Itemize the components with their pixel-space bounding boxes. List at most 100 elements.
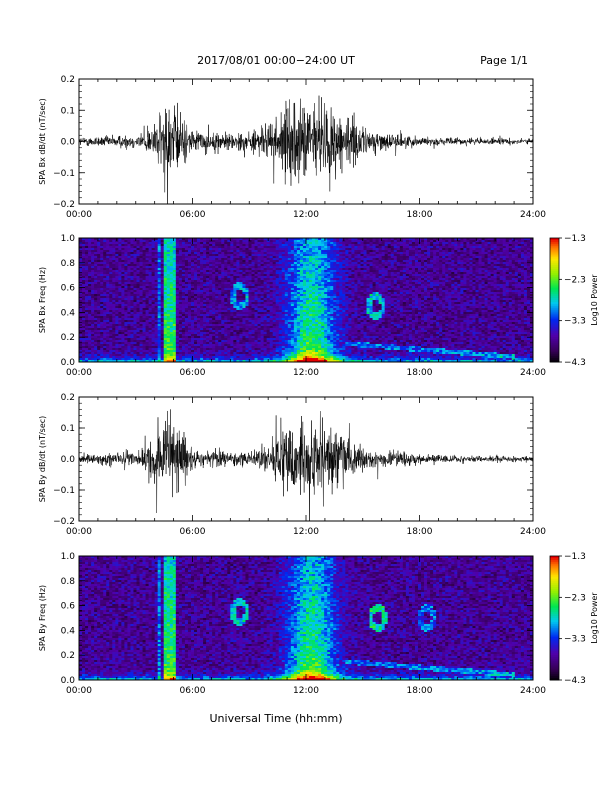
heatmap-cell xyxy=(109,354,113,357)
heatmap-cell xyxy=(106,322,110,325)
heatmap-cell xyxy=(166,354,171,357)
heatmap-cell xyxy=(148,268,153,271)
heatmap-cell xyxy=(133,338,137,341)
heatmap-cell xyxy=(100,296,104,299)
heatmap-cell xyxy=(124,318,128,321)
heatmap-cell xyxy=(130,262,134,265)
heatmap-cell xyxy=(154,246,159,249)
heatmap-cell xyxy=(124,348,128,351)
heatmap-cell xyxy=(157,266,162,269)
heatmap-cell xyxy=(157,354,162,357)
heatmap-cell xyxy=(118,316,122,319)
heatmap-cell xyxy=(88,276,92,279)
heatmap-cell xyxy=(127,348,131,351)
heatmap-cell xyxy=(94,334,98,337)
heatmap-cell xyxy=(136,312,140,315)
heatmap-cell xyxy=(154,314,159,317)
heatmap-cell xyxy=(109,240,113,243)
heatmap-cell xyxy=(82,290,86,293)
heatmap-cell xyxy=(112,336,116,339)
heatmap-cell xyxy=(97,324,101,327)
heatmap-cell xyxy=(169,314,174,317)
heatmap-cell xyxy=(109,302,113,305)
heatmap-cell xyxy=(169,252,174,255)
heatmap-cell xyxy=(139,304,143,307)
heatmap-cell xyxy=(106,354,110,357)
heatmap-cell xyxy=(106,238,110,241)
heatmap-cell xyxy=(88,360,92,363)
heatmap-cell xyxy=(109,272,113,275)
heatmap-cell xyxy=(97,350,101,353)
heatmap-cell xyxy=(115,280,119,283)
heatmap-cell xyxy=(163,258,168,261)
heatmap-cell xyxy=(133,326,137,329)
heatmap-cell xyxy=(118,264,122,267)
heatmap-cell xyxy=(130,246,134,249)
heatmap-cell xyxy=(115,248,119,251)
heatmap-cell xyxy=(160,272,165,275)
heatmap-cell xyxy=(166,242,171,245)
heatmap-cell xyxy=(151,292,156,295)
heatmap-cell xyxy=(169,320,174,323)
heatmap-cell xyxy=(130,358,134,361)
heatmap-cell xyxy=(91,282,95,285)
heatmap-cell xyxy=(106,346,110,349)
heatmap-cell xyxy=(136,318,140,321)
heatmap-cell xyxy=(154,290,159,293)
heatmap-cell xyxy=(82,296,86,299)
heatmap-cell xyxy=(151,336,156,339)
heatmap-cell xyxy=(169,328,174,331)
heatmap-cell xyxy=(142,330,146,333)
heatmap-cell xyxy=(97,238,101,241)
heatmap-cell xyxy=(142,356,146,359)
heatmap-cell xyxy=(82,354,86,357)
heatmap-cell xyxy=(100,302,104,305)
heatmap-cell xyxy=(157,340,162,343)
heatmap-cell xyxy=(163,294,168,297)
heatmap-cell xyxy=(145,240,150,243)
heatmap-cell xyxy=(166,266,171,269)
heatmap-cell xyxy=(82,240,86,243)
heatmap-cell xyxy=(100,352,104,355)
heatmap-cell xyxy=(133,318,137,321)
heatmap-cell xyxy=(151,256,156,259)
heatmap-cell xyxy=(94,272,98,275)
heatmap-cell xyxy=(157,320,162,323)
heatmap-cell xyxy=(112,276,116,279)
heatmap-cell xyxy=(142,346,146,349)
heatmap-cell xyxy=(169,296,174,299)
heatmap-cell xyxy=(133,328,137,331)
heatmap-cell xyxy=(166,310,171,313)
heatmap-cell xyxy=(145,252,150,255)
heatmap-cell xyxy=(115,330,119,333)
heatmap-cell xyxy=(163,316,168,319)
heatmap-cell xyxy=(109,300,113,303)
heatmap-cell xyxy=(118,360,122,363)
heatmap-cell xyxy=(91,300,95,303)
heatmap-cell xyxy=(112,358,116,361)
heatmap-cell xyxy=(169,306,174,309)
heatmap-cell xyxy=(91,342,95,345)
heatmap-cell xyxy=(118,302,122,305)
heatmap-cell xyxy=(109,264,113,267)
heatmap-cell xyxy=(142,262,146,265)
heatmap-cell xyxy=(124,358,128,361)
heatmap-cell xyxy=(136,324,140,327)
heatmap-cell xyxy=(106,314,110,317)
heatmap-cell xyxy=(160,360,165,363)
heatmap-cell xyxy=(130,238,134,241)
heatmap-cell xyxy=(151,252,156,255)
heatmap-cell xyxy=(97,266,101,269)
heatmap-cell xyxy=(151,274,156,277)
heatmap-cell xyxy=(109,280,113,283)
heatmap-cell xyxy=(112,252,116,255)
heatmap-cell xyxy=(130,294,134,297)
heatmap-cell xyxy=(115,314,119,317)
heatmap-cell xyxy=(91,336,95,339)
heatmap-cell xyxy=(136,316,140,319)
heatmap-cell xyxy=(124,256,128,259)
heatmap-cell xyxy=(139,330,143,333)
heatmap-cell xyxy=(79,290,83,293)
heatmap-cell xyxy=(103,304,107,307)
heatmap-cell xyxy=(121,316,125,319)
